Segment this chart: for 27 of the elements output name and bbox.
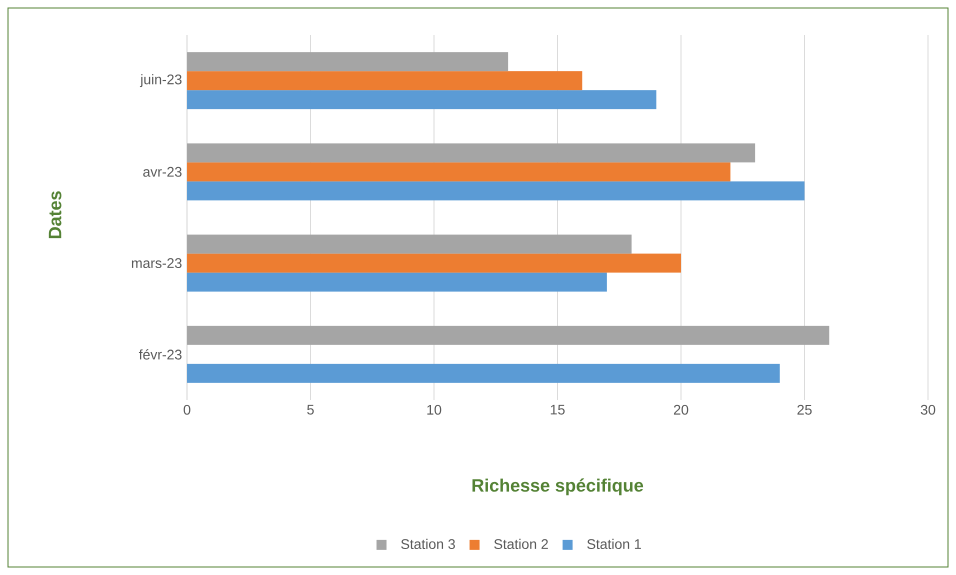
bar bbox=[187, 254, 682, 273]
y-tick-label: mars-23 bbox=[132, 258, 182, 268]
x-axis-title: Richesse spécifique bbox=[472, 478, 644, 496]
bar bbox=[187, 143, 756, 162]
bar bbox=[187, 90, 656, 110]
y-tick-label: févr-23 bbox=[138, 349, 182, 360]
bar bbox=[187, 364, 780, 383]
x-tick-label: 20 bbox=[674, 404, 688, 415]
x-tick-label: 0 bbox=[184, 404, 190, 415]
legend-label: Station 3 bbox=[401, 538, 455, 550]
bar bbox=[187, 326, 830, 345]
bar bbox=[187, 234, 632, 254]
bar bbox=[187, 162, 730, 182]
x-tick-label: 5 bbox=[307, 404, 314, 415]
legend-label: Station 1 bbox=[587, 538, 641, 550]
y-tick-label: juin-23 bbox=[140, 74, 182, 88]
y-tick-label: avr-23 bbox=[143, 166, 182, 177]
bar bbox=[187, 71, 582, 90]
bar bbox=[187, 52, 508, 72]
bar bbox=[187, 181, 805, 200]
x-tick-label: 15 bbox=[550, 404, 565, 415]
y-axis-title: Dates bbox=[48, 191, 62, 238]
bar bbox=[187, 272, 607, 292]
x-tick-label: 30 bbox=[920, 404, 936, 415]
legend-label: Station 2 bbox=[494, 538, 548, 550]
x-tick-label: 10 bbox=[427, 404, 442, 415]
x-tick-label: 25 bbox=[797, 404, 812, 415]
